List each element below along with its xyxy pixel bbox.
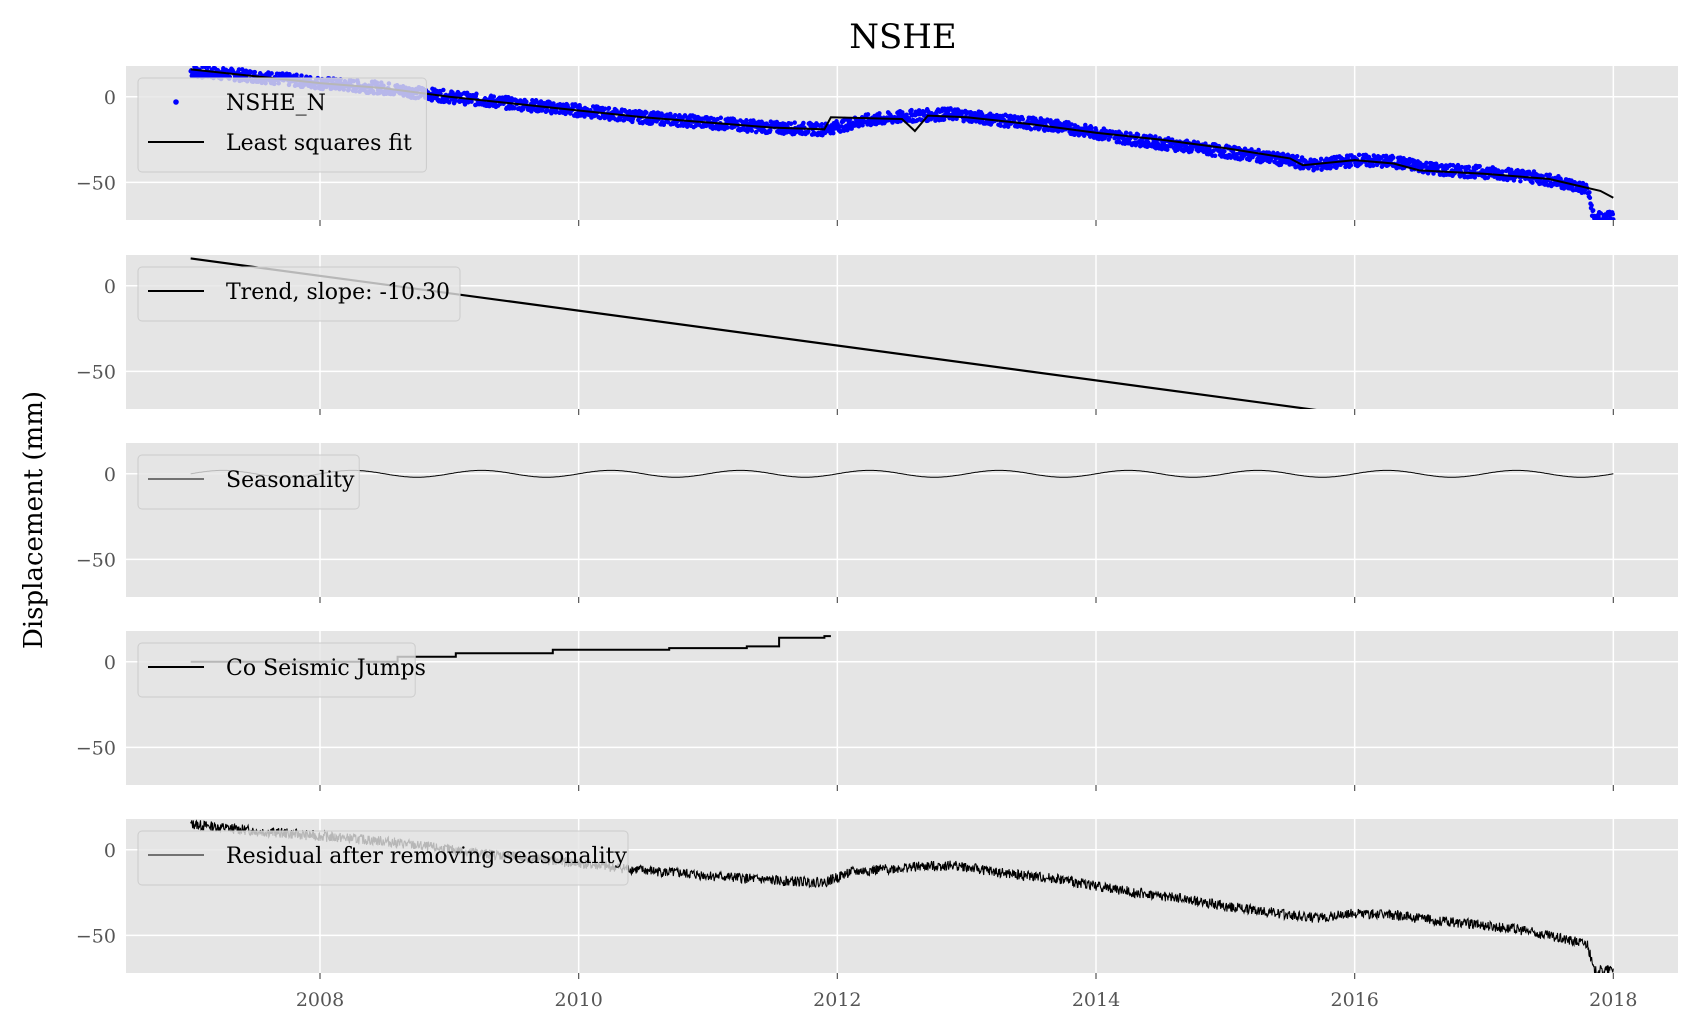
legend-label: NSHE_N	[226, 91, 326, 116]
x-tick-label: 2014	[1072, 989, 1120, 1011]
y-tick-label: 0	[104, 652, 116, 674]
jumps-line	[190, 635, 831, 663]
y-tick-label: −50	[76, 925, 116, 947]
x-tick-label: 2010	[554, 989, 602, 1011]
legend-box	[137, 454, 360, 510]
x-tick-label: 2012	[813, 989, 861, 1011]
y-tick-label: −50	[76, 172, 116, 194]
legend-box	[137, 77, 427, 173]
x-tick-label: 2016	[1330, 989, 1378, 1011]
panel-4: 0 −50 Co Seismic Jumps	[76, 631, 1678, 791]
legend-box	[137, 830, 629, 886]
plot-marks	[190, 469, 1614, 478]
x-tick-label: 2018	[1589, 989, 1637, 1011]
y-tick-label: 0	[104, 276, 116, 298]
y-tick-label: 0	[104, 87, 116, 109]
y-tick-label: −50	[76, 361, 116, 383]
seasonality-line	[190, 469, 1614, 478]
legend-box	[137, 642, 416, 698]
x-tick-label: 2008	[296, 989, 344, 1011]
y-tick-label: −50	[76, 737, 116, 759]
panel-5: 0 −50 Residual after removing seasonality 2…	[76, 819, 1678, 1011]
legend-label: Trend, slope: -10.30	[226, 280, 450, 305]
legend-marker-dot	[173, 99, 179, 105]
chart-title: NSHE	[849, 17, 957, 57]
legend-box	[137, 266, 461, 322]
legend-label: Co Seismic Jumps	[226, 656, 426, 681]
panel-2: 0 −50 Trend, slope: -10.30	[76, 255, 1678, 415]
legend-label: Residual after removing seasonality	[226, 844, 627, 869]
legend-label: Least squares fit	[226, 131, 412, 156]
y-axis-label: Displacement (mm)	[19, 391, 49, 649]
fit-line	[190, 68, 1614, 199]
panels: 0 −50 NSHE_N Least squares fit 0 −50 Trend, sl…	[76, 66, 1678, 1011]
panel-3: 0 −50 Seasonality	[76, 443, 1678, 603]
plot-area	[126, 443, 1678, 597]
y-tick-label: 0	[104, 840, 116, 862]
legend-label: Seasonality	[226, 468, 355, 493]
plot-marks	[190, 635, 831, 663]
panel-1: 0 −50 NSHE_N Least squares fit	[76, 66, 1678, 226]
y-tick-label: −50	[76, 549, 116, 571]
y-tick-label: 0	[104, 464, 116, 486]
